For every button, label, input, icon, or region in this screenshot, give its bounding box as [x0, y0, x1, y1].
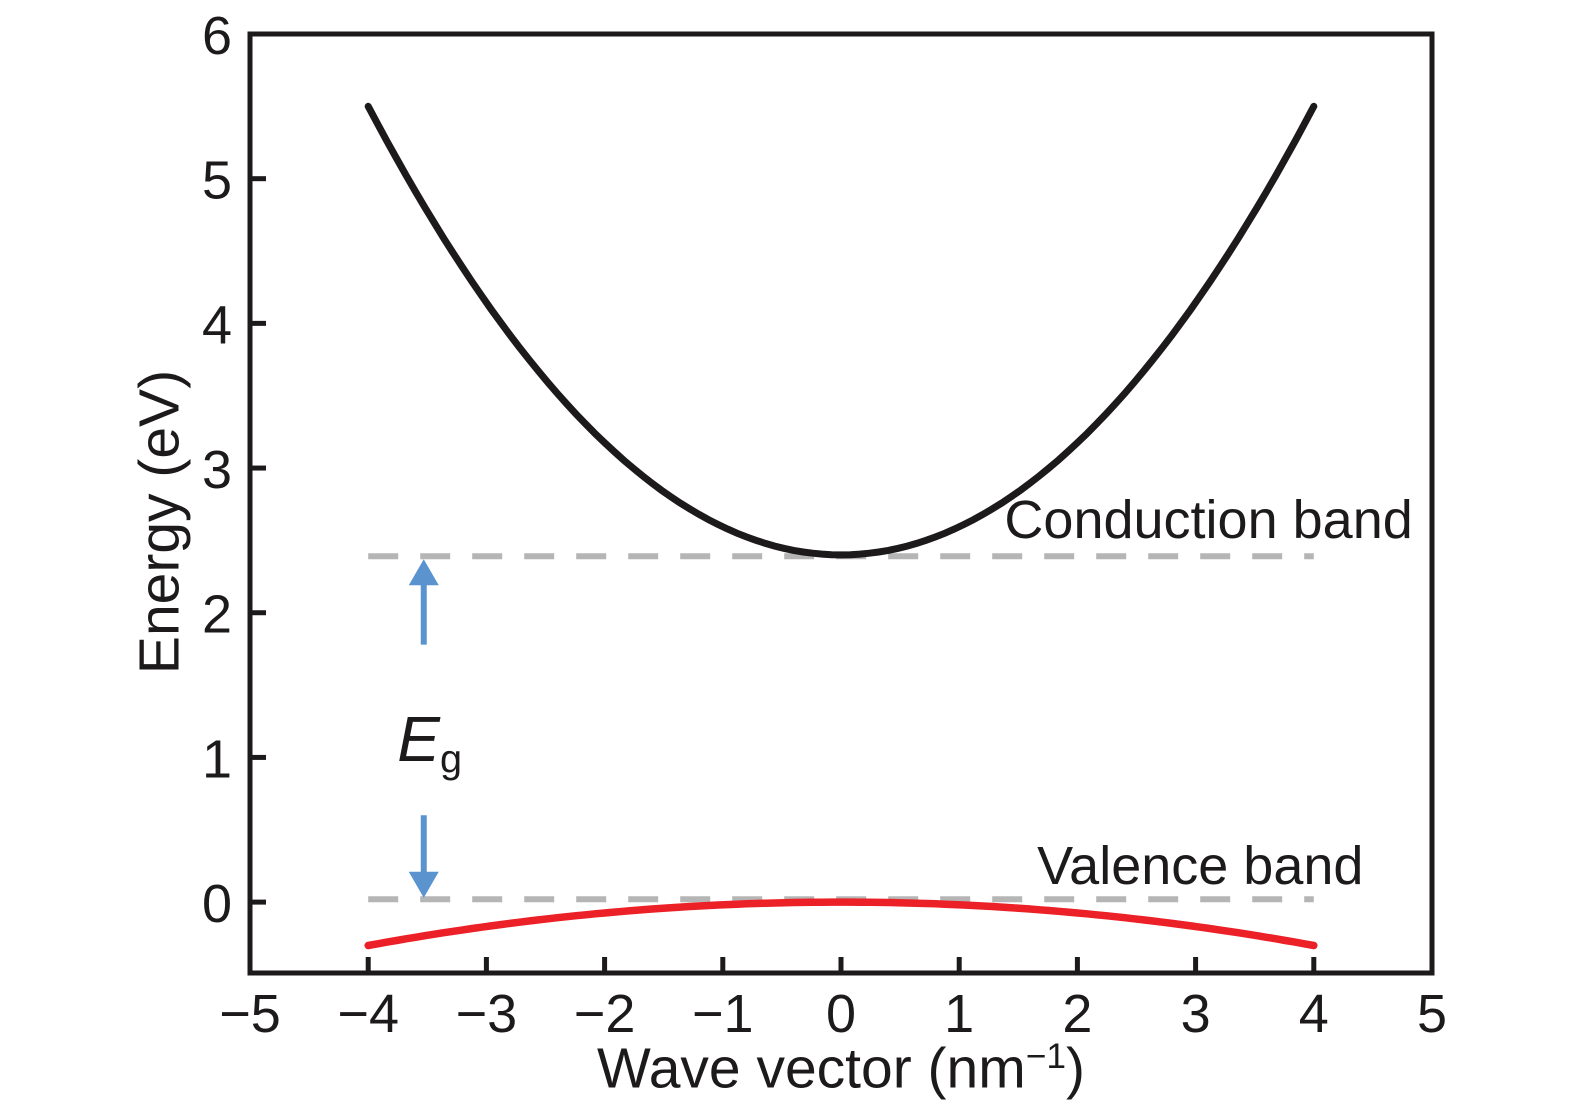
x-axis-title-text: Wave vector (nm — [597, 1036, 1026, 1101]
x-tick-label: −2 — [574, 984, 636, 1044]
y-tick-label: 5 — [202, 151, 232, 211]
x-tick-label: −1 — [692, 984, 754, 1044]
x-tick-label: 2 — [1062, 984, 1092, 1044]
band-gap-up-arrowhead — [408, 559, 439, 586]
x-tick-label: 4 — [1299, 984, 1329, 1044]
conduction-band-curve — [364, 102, 1318, 559]
y-tick-label: 0 — [202, 874, 232, 934]
y-tick-label: 2 — [202, 585, 232, 645]
y-tick-label: 6 — [202, 6, 232, 66]
conduction-band-label: Conduction band — [1004, 490, 1413, 551]
valence-band-curve — [364, 898, 1318, 950]
valence-band-label: Valence band — [1037, 835, 1364, 896]
x-axis-title: Wave vector (nm−1) — [597, 1039, 1085, 1098]
band-gap-down-arrowhead — [408, 871, 439, 898]
band-gap-symbol: E — [397, 702, 440, 775]
y-tick-label: 3 — [202, 440, 232, 500]
y-tick-label: 4 — [202, 295, 232, 355]
x-axis-title-superscript: −1 — [1025, 1037, 1066, 1077]
x-tick-label: −3 — [456, 984, 518, 1044]
x-tick-label: 3 — [1181, 984, 1211, 1044]
x-tick-label: 0 — [826, 984, 856, 1044]
band-gap-label: Eg — [397, 707, 462, 779]
x-tick-label: 1 — [944, 984, 974, 1044]
x-tick-label: 5 — [1417, 984, 1447, 1044]
band-gap-subscript: g — [439, 736, 463, 781]
x-tick-label: −5 — [219, 984, 281, 1044]
x-tick-label: −4 — [337, 984, 399, 1044]
x-axis-title-close: ) — [1065, 1036, 1085, 1101]
y-axis-title: Energy (eV) — [127, 369, 192, 674]
y-tick-label: 1 — [202, 729, 232, 789]
